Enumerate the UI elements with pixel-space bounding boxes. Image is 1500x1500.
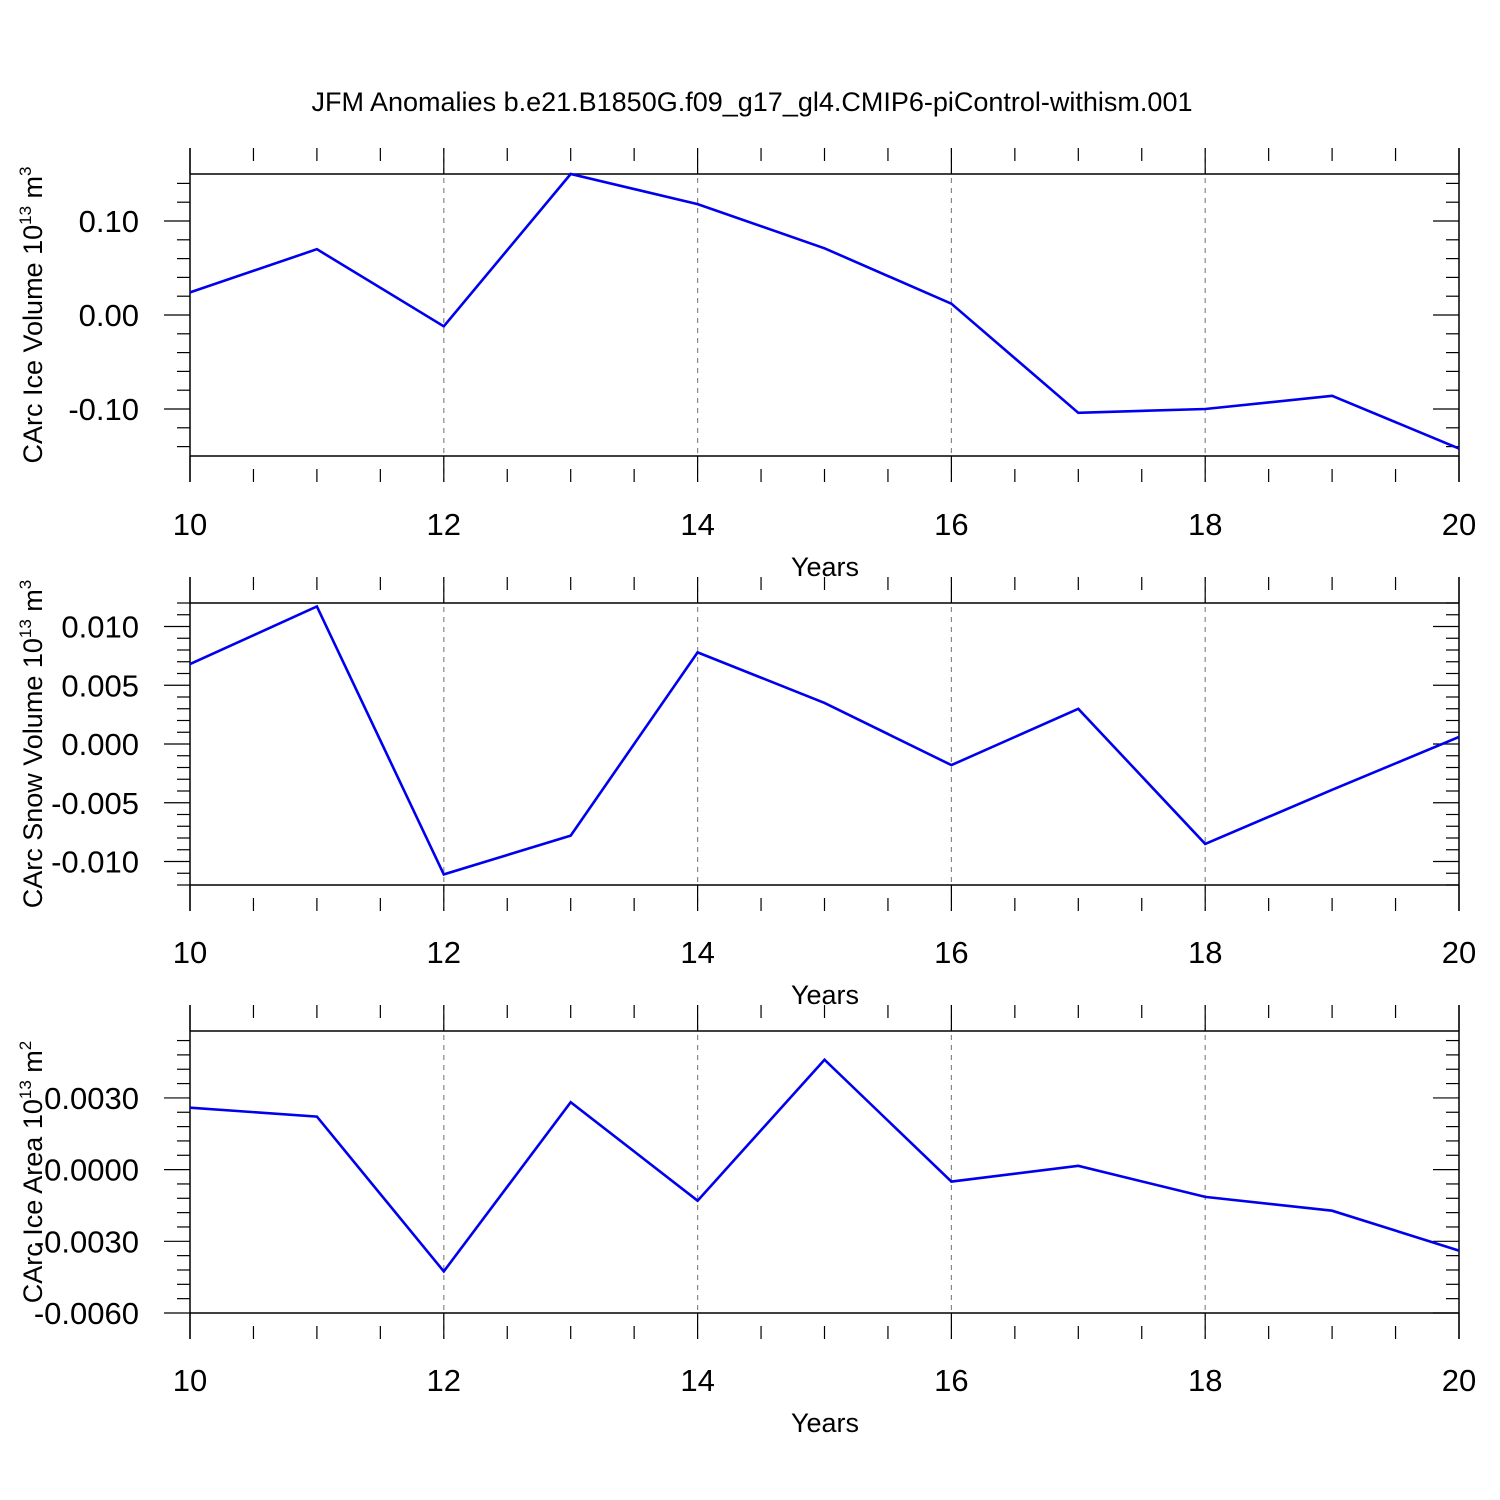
x-tick-label: 10 <box>173 507 207 542</box>
x-tick-label: 10 <box>173 1363 207 1398</box>
y-axis-title-exponent: 13 <box>16 206 35 225</box>
y-tick-label: 0.00 <box>79 298 139 333</box>
chart-panel-3: 10 12 14 16 18 20 -0.0060 -0.0030 0.0000 0.0030 Ye… <box>16 1005 1476 1438</box>
y-tick-label: -0.0030 <box>34 1224 139 1259</box>
x-tick-label: 18 <box>1188 935 1222 970</box>
y-tick-label: 0.0030 <box>44 1081 139 1116</box>
y-axis-title-main: CArc Snow Volume 10 <box>18 638 48 908</box>
y-tick-label: -0.010 <box>51 845 139 880</box>
series-line-carc-snow-volume <box>190 604 1459 876</box>
x-tick-label: 12 <box>427 935 461 970</box>
x-tick-label: 12 <box>427 507 461 542</box>
y-axis-title-unit-exponent: 3 <box>16 580 35 589</box>
x-tick-label: 20 <box>1442 1363 1476 1398</box>
x-tick-label: 14 <box>680 1363 714 1398</box>
y-tick-label: 0.0000 <box>44 1153 139 1188</box>
y-axis-title: CArc Snow Volume 1013 m3 <box>16 580 48 909</box>
x-tick-label: 10 <box>173 935 207 970</box>
y-axis-title-exponent: 13 <box>16 619 35 638</box>
y-axis-title-unit-exponent: 2 <box>16 1041 35 1050</box>
y-axis-title-unit: m <box>18 176 48 206</box>
panels: 10 12 14 16 18 20 -0.10 0.00 0.10 Years CArc Ice V… <box>16 148 1476 1438</box>
y-tick-label: 0.000 <box>61 727 139 762</box>
y-axis-title: CArc Ice Area 1013 m2 <box>16 1041 48 1304</box>
x-tick-label: 16 <box>934 507 968 542</box>
y-axis-title: CArc Ice Volume 1013 m3 <box>16 166 48 463</box>
y-tick-label: -0.0060 <box>34 1296 139 1331</box>
x-tick-label: 12 <box>427 1363 461 1398</box>
x-tick-label: 18 <box>1188 1363 1222 1398</box>
series-line-carc-ice-volume <box>190 172 1459 450</box>
y-axis-title-exponent: 13 <box>16 1080 35 1099</box>
x-tick-label: 18 <box>1188 507 1222 542</box>
y-tick-label: 0.005 <box>61 668 139 703</box>
y-tick-label: 0.10 <box>79 204 139 239</box>
x-tick-label: 16 <box>934 1363 968 1398</box>
x-tick-label: 20 <box>1442 507 1476 542</box>
y-tick-label: 0.010 <box>61 610 139 645</box>
y-axis-title-main: CArc Ice Volume 10 <box>18 225 48 464</box>
y-tick-label: -0.005 <box>51 786 139 821</box>
x-axis-title: Years <box>791 1408 859 1438</box>
x-tick-label: 14 <box>680 507 714 542</box>
y-tick-label: -0.10 <box>68 392 139 427</box>
y-axis-title-main: CArc Ice Area 10 <box>18 1099 48 1303</box>
y-axis-title-unit: m <box>18 589 48 619</box>
x-tick-label: 20 <box>1442 935 1476 970</box>
y-axis-title-unit: m <box>18 1050 48 1080</box>
y-axis-title-unit-exponent: 3 <box>16 166 35 175</box>
figure-title: JFM Anomalies b.e21.B1850G.f09_g17_gl4.C… <box>312 87 1193 117</box>
x-tick-label: 14 <box>680 935 714 970</box>
series-line-carc-ice-area <box>190 1057 1459 1274</box>
x-tick-label: 16 <box>934 935 968 970</box>
